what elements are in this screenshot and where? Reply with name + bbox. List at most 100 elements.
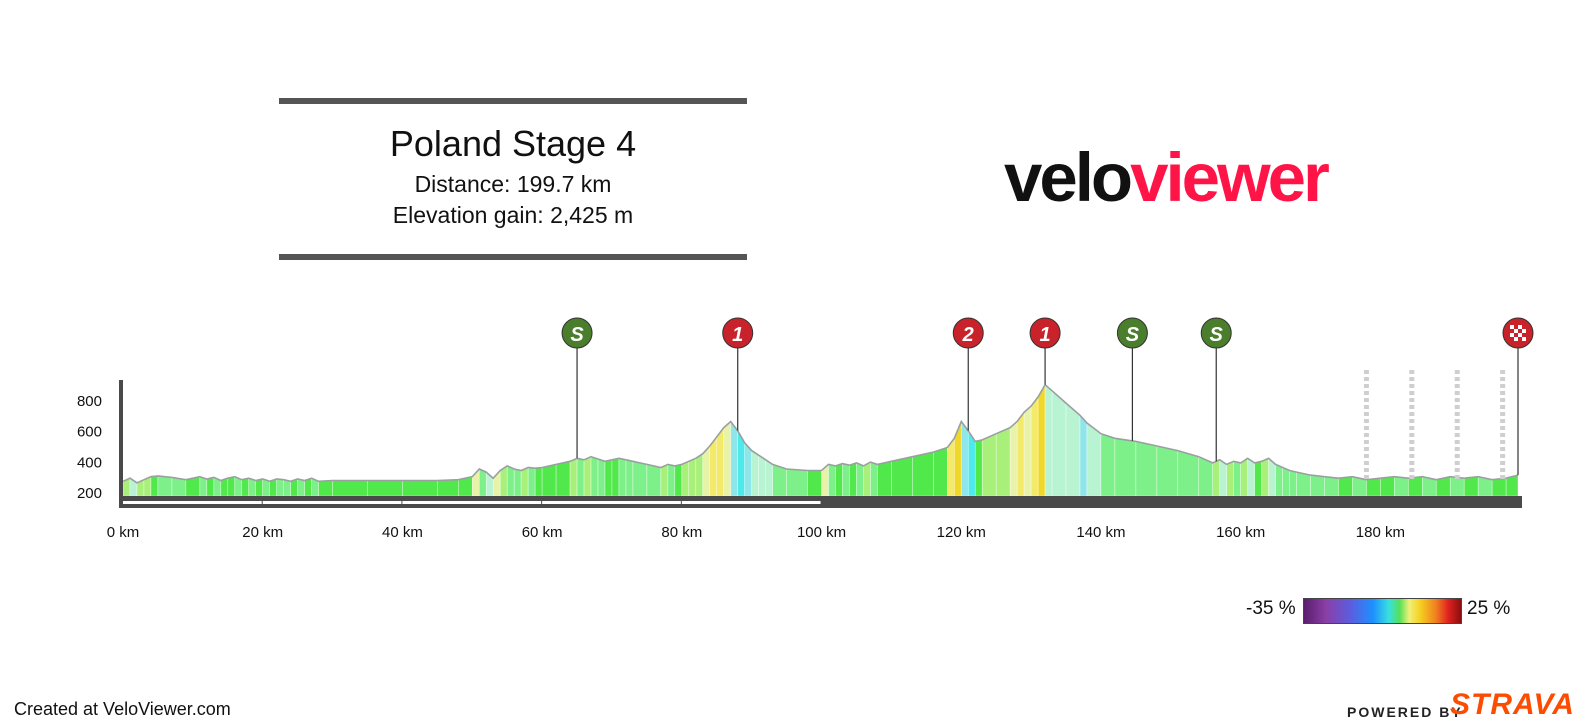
profile-segment	[171, 477, 187, 497]
marker-label: 1	[732, 324, 743, 346]
profile-segment	[1044, 384, 1053, 497]
profile-segment	[1261, 457, 1269, 497]
finish-checker	[1514, 337, 1518, 341]
profile-segment	[597, 458, 606, 497]
profile-segment	[1156, 445, 1179, 497]
gradient-legend-max: 25 %	[1467, 598, 1511, 619]
profile-segment	[1051, 390, 1067, 497]
profile-segment	[1135, 441, 1158, 497]
profile-segment	[1338, 476, 1353, 497]
y-tick-label: 800	[77, 393, 102, 410]
finish-checker	[1510, 333, 1514, 337]
profile-segment	[318, 480, 333, 497]
powered-by-label: POWERED BY	[1347, 704, 1463, 720]
profile-segment	[1219, 459, 1228, 497]
profile-segment	[402, 480, 438, 497]
distance-stripe	[402, 501, 542, 504]
gradient-legend-bar	[1303, 598, 1462, 624]
marker-label: S	[1210, 324, 1224, 346]
profile-segment	[1289, 470, 1297, 497]
finish-checker	[1514, 329, 1518, 333]
profile-segment	[995, 427, 1011, 497]
profile-segment	[478, 468, 487, 497]
x-tick-label: 40 km	[382, 524, 423, 541]
profile-segment	[786, 468, 808, 497]
profile-segment	[611, 457, 620, 497]
profile-segment	[583, 456, 592, 497]
profile-segment	[1114, 437, 1137, 497]
x-tick-label: 60 km	[522, 524, 563, 541]
created-at-credit: Created at VeloViewer.com	[14, 699, 231, 719]
sprint-marker-icon	[561, 317, 593, 349]
profile-segment	[541, 464, 557, 497]
finish-checker	[1510, 325, 1514, 329]
profile-segment	[1177, 450, 1200, 497]
profile-segment	[227, 476, 236, 497]
profile-segment	[1408, 476, 1423, 497]
sprint-marker-icon	[1200, 317, 1232, 349]
profile-segment	[632, 460, 648, 497]
distance-stripe	[542, 501, 681, 504]
profile-segment	[1212, 459, 1221, 497]
x-tick-label: 180 km	[1356, 524, 1405, 541]
gradient-legend-min: -35 %	[1246, 598, 1296, 619]
profile-segment	[590, 456, 599, 497]
profile-segment	[646, 464, 662, 497]
profile-segment	[723, 420, 732, 497]
finish-checker	[1522, 329, 1526, 333]
profile-segment	[1226, 460, 1234, 497]
profile-segment	[1079, 414, 1088, 497]
profile-segment	[870, 461, 878, 497]
sprint-marker-icon	[1116, 317, 1148, 349]
profile-segment	[1065, 402, 1081, 497]
profile-segment	[555, 460, 571, 497]
profile-segment	[688, 457, 697, 497]
profile-segment	[1310, 474, 1325, 497]
profile-segment	[807, 470, 822, 497]
finish-checker	[1522, 337, 1526, 341]
x-tick-label: 0 km	[107, 524, 140, 541]
logo-viewer: viewer	[1130, 139, 1330, 216]
climb-marker-icon	[1029, 317, 1061, 349]
y-axis-line	[119, 380, 123, 496]
profile-segment	[332, 480, 368, 497]
profile-segment	[1449, 476, 1465, 497]
distance-stripe	[681, 501, 821, 504]
x-tick-label: 20 km	[242, 524, 283, 541]
profile-segment	[1247, 457, 1255, 497]
marker-label: 1	[1040, 324, 1051, 346]
profile-segment	[534, 467, 543, 497]
profile-segment	[241, 477, 250, 497]
profile-segment	[513, 468, 522, 497]
profile-segment	[527, 467, 536, 497]
profile-segment	[367, 480, 403, 497]
strava-logo: STRAVA	[1450, 688, 1575, 721]
profile-segment	[828, 464, 836, 497]
profile-segment	[1380, 476, 1395, 497]
profile-segment	[674, 464, 683, 497]
profile-segment	[933, 447, 948, 497]
profile-segment	[520, 467, 529, 497]
profile-segment	[981, 433, 997, 497]
veloviewer-logo: veloviewer	[1004, 138, 1330, 218]
finish-checker	[1518, 325, 1522, 329]
profile-segment	[758, 454, 766, 497]
logo-velo: velo	[1004, 139, 1133, 216]
profile-segment	[625, 459, 634, 497]
profile-segment	[716, 426, 725, 497]
profile-segment	[1016, 411, 1025, 497]
profile-outline	[122, 383, 1519, 484]
finish-checker	[1518, 333, 1522, 337]
profile-segment	[856, 462, 864, 497]
profile-segment	[150, 475, 159, 497]
profile-segment	[730, 420, 739, 497]
x-tick-label: 100 km	[797, 524, 846, 541]
profile-segment	[255, 478, 264, 497]
profile-segment	[849, 462, 857, 497]
x-tick-label: 140 km	[1076, 524, 1125, 541]
profile-segment	[891, 456, 913, 497]
title-bottom-rule	[279, 254, 747, 260]
profile-segment	[681, 460, 690, 497]
stage-title-box: Poland Stage 4 Distance: 199.7 km Elevat…	[279, 98, 747, 262]
stage-title: Poland Stage 4	[389, 123, 637, 164]
